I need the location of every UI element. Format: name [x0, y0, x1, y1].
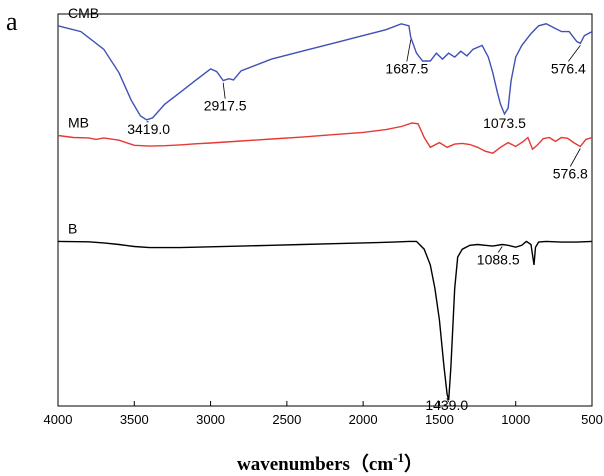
series-layer: [57, 23, 593, 401]
series-line-cmb: [57, 23, 593, 121]
peak-leader-line: [569, 148, 581, 167]
x-tick-label: 1500: [425, 412, 454, 427]
series-line-b: [57, 240, 593, 401]
peak-leader-line: [222, 82, 226, 99]
peak-label: 1439.0: [425, 397, 468, 413]
peak-leader-line: [406, 39, 412, 62]
x-tick-label: 2500: [272, 412, 301, 427]
peak-label: 1687.5: [385, 61, 428, 77]
plot-frame: [57, 13, 593, 407]
x-tick-label: 500: [581, 412, 603, 427]
x-axis-label: wavenumbers（cm-1）: [237, 450, 423, 475]
peak-label: 576.4: [551, 60, 586, 76]
label-layer: CMB MB B 3419.0 2917.5 1687.5 1073.5 576.4 576.8…: [68, 5, 588, 413]
peak-label: 2917.5: [204, 98, 247, 114]
series-line-mb: [57, 122, 593, 154]
x-tick-label: 3000: [196, 412, 225, 427]
peak-label: 1088.5: [477, 251, 520, 267]
x-tick-label: 4000: [44, 412, 73, 427]
peak-label: 3419.0: [127, 121, 170, 137]
x-tick-label: 3500: [120, 412, 149, 427]
x-tick-label: 2000: [349, 412, 378, 427]
x-axis-label-superscript: -1: [393, 450, 404, 465]
peak-label: 576.8: [553, 165, 588, 181]
series-label-mb: MB: [68, 115, 89, 131]
peak-leader-line: [568, 45, 581, 62]
peak-label: 1073.5: [483, 115, 526, 131]
peak-leader-line: [497, 246, 503, 253]
panel-letter: a: [6, 7, 18, 36]
x-tick-label: 1000: [501, 412, 530, 427]
peak-leader-line: [446, 397, 450, 403]
series-label-b: B: [68, 220, 77, 236]
x-axis: 4000 3500 3000 2500 2000 1500 1000 500: [44, 401, 603, 427]
series-label-cmb: CMB: [68, 5, 99, 21]
x-axis-label-close: ）: [404, 452, 423, 475]
x-axis-label-main: wavenumbers（cm: [237, 452, 393, 475]
